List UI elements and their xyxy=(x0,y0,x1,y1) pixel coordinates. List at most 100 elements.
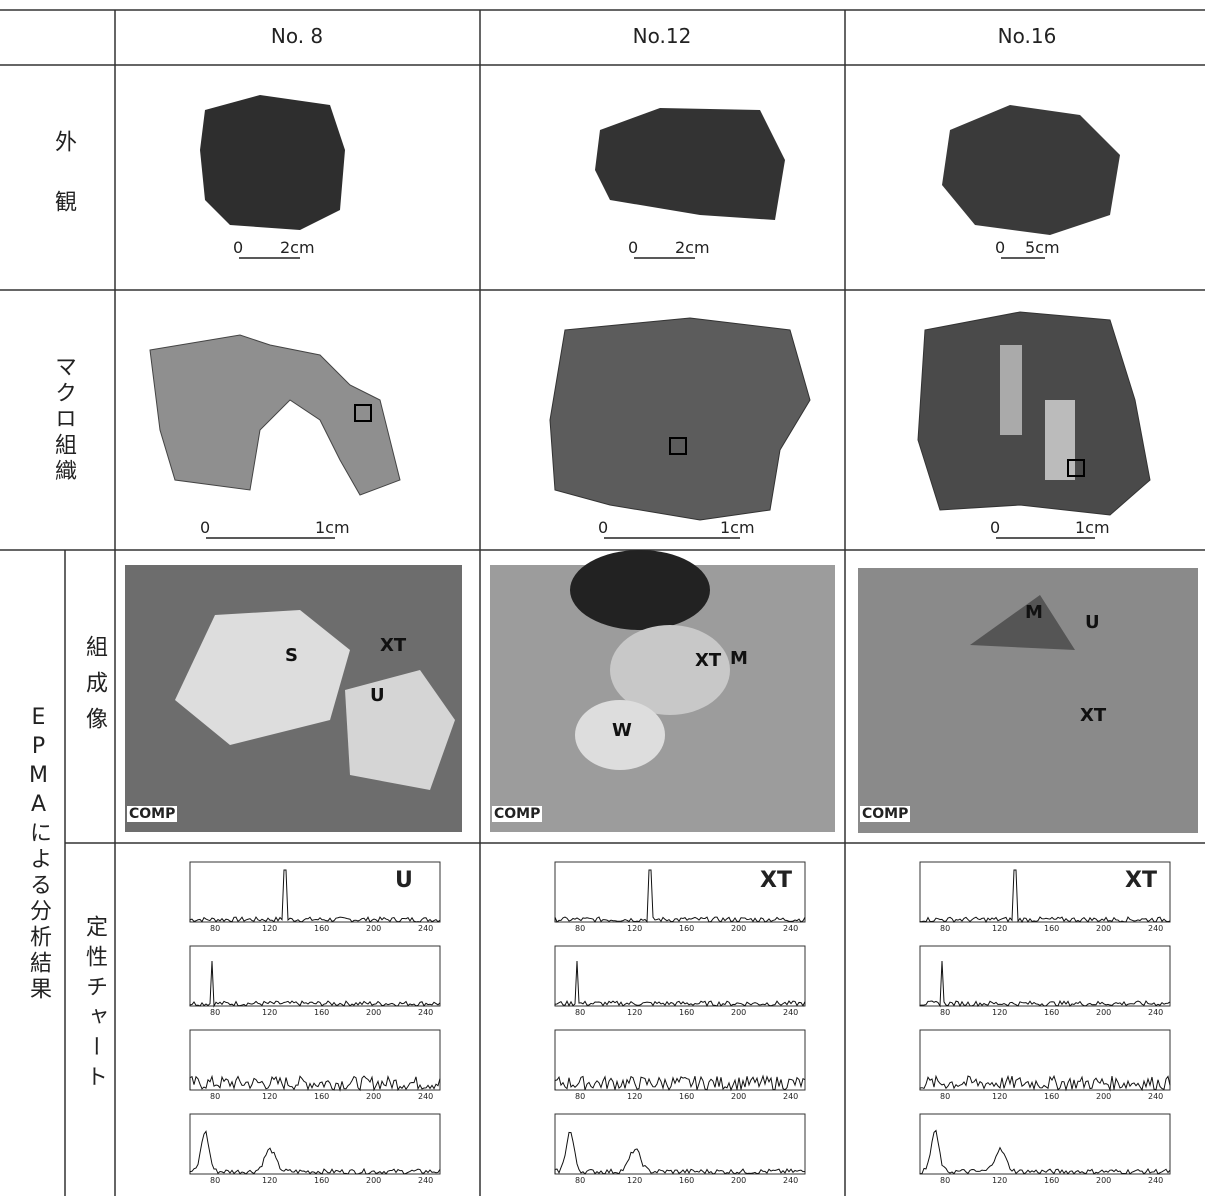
spectrum-tick: 200 xyxy=(366,924,382,933)
row-label: 定性チャート xyxy=(82,915,107,1095)
spectrum-frame xyxy=(554,945,806,1007)
phase-label: U xyxy=(370,685,385,706)
spectrum-tick: 240 xyxy=(418,1176,434,1185)
scale-zero: 0 xyxy=(990,518,1001,537)
spectrum-tick: 160 xyxy=(314,1176,330,1185)
spectrum-tick: 120 xyxy=(627,1176,643,1185)
spectrum-frame xyxy=(554,1113,806,1175)
row-label: EPMAによる分析結果 xyxy=(26,705,51,1003)
spectrum-tick: 80 xyxy=(940,1008,951,1017)
spectrum-tick: 80 xyxy=(940,1176,951,1185)
spectrum-trace xyxy=(554,1074,806,1092)
spectrum-tick: 120 xyxy=(627,1092,643,1101)
phase-label: XT xyxy=(1080,705,1107,726)
spectrum-trace xyxy=(919,1129,1171,1175)
spectrum-tick: 160 xyxy=(1044,1008,1060,1017)
scale-zero: 0 xyxy=(598,518,609,537)
spectrum-phase: U xyxy=(395,868,413,893)
spectrum-tick: 120 xyxy=(262,1092,278,1101)
scale-zero: 0 xyxy=(628,238,639,257)
image-footer: COMP xyxy=(127,806,178,822)
image-footer: COMP xyxy=(860,806,911,822)
spectrum-frame xyxy=(189,945,441,1007)
spectrum-phase: XT xyxy=(760,868,792,893)
scale-length: 2cm xyxy=(280,238,315,257)
spectrum-frame xyxy=(919,945,1171,1007)
specimen-image xyxy=(1045,400,1075,480)
scale-length: 5cm xyxy=(1025,238,1060,257)
spectrum-trace xyxy=(554,869,806,923)
spectrum-tick: 120 xyxy=(627,1008,643,1017)
spectrum-phase: XT xyxy=(1125,868,1157,893)
spectrum-tick: 240 xyxy=(783,1008,799,1017)
spectrum-tick: 80 xyxy=(210,1176,221,1185)
spectrum-tick: 80 xyxy=(210,924,221,933)
spectrum-tick: 80 xyxy=(575,1092,586,1101)
phase-label: U xyxy=(1085,612,1100,633)
specimen-image xyxy=(595,108,785,220)
spectrum-tick: 200 xyxy=(366,1008,382,1017)
spectrum-frame xyxy=(189,1113,441,1175)
spectrum-tick: 120 xyxy=(262,1176,278,1185)
spectrum-trace xyxy=(919,960,1171,1008)
spectrum-tick: 240 xyxy=(418,1092,434,1101)
spectrum-tick: 120 xyxy=(992,1176,1008,1185)
specimen-image xyxy=(917,311,1151,516)
spectrum-tick: 240 xyxy=(1148,1008,1164,1017)
spectrum-tick: 240 xyxy=(1148,1176,1164,1185)
spectrum-tick: 200 xyxy=(1096,1176,1112,1185)
specimen-image xyxy=(575,700,665,770)
column-header: No. 8 xyxy=(270,24,324,48)
spectrum-tick: 240 xyxy=(783,924,799,933)
row-label: 外観 xyxy=(51,130,76,250)
specimen-image xyxy=(549,317,811,521)
spectrum-tick: 120 xyxy=(262,924,278,933)
spectrum-tick: 160 xyxy=(679,1092,695,1101)
spectrum-tick: 120 xyxy=(992,1092,1008,1101)
spectrum-tick: 160 xyxy=(679,1008,695,1017)
specimen-image xyxy=(1000,345,1022,435)
phase-label: S xyxy=(285,645,298,666)
specimen-image xyxy=(942,105,1120,235)
spectrum-tick: 120 xyxy=(992,924,1008,933)
spectrum-tick: 80 xyxy=(210,1008,221,1017)
spectrum-tick: 200 xyxy=(731,1008,747,1017)
specimen-image xyxy=(200,95,345,230)
spectrum-trace xyxy=(554,960,806,1008)
spectrum-tick: 240 xyxy=(783,1092,799,1101)
spectrum-frame xyxy=(189,1029,441,1091)
specimen-image xyxy=(570,550,710,630)
phase-label: M xyxy=(730,648,748,669)
spectrum-tick: 160 xyxy=(1044,1176,1060,1185)
spectrum-tick: 240 xyxy=(1148,1092,1164,1101)
specimen-image xyxy=(970,595,1075,650)
spectrum-tick: 80 xyxy=(575,1176,586,1185)
specimen-image xyxy=(149,334,401,496)
scale-zero: 0 xyxy=(233,238,244,257)
spectrum-frame xyxy=(554,861,806,923)
scale-length: 1cm xyxy=(315,518,350,537)
phase-label: XT xyxy=(695,650,722,671)
column-header: No.16 xyxy=(997,24,1057,48)
spectrum-frame xyxy=(919,1029,1171,1091)
spectrum-tick: 160 xyxy=(314,924,330,933)
spectrum-tick: 80 xyxy=(575,924,586,933)
spectrum-tick: 160 xyxy=(679,924,695,933)
spectrum-tick: 160 xyxy=(1044,1092,1060,1101)
spectrum-frame xyxy=(189,861,441,923)
image-footer: COMP xyxy=(492,806,543,822)
phase-label: M xyxy=(1025,602,1043,623)
column-header: No.12 xyxy=(632,24,692,48)
spectrum-trace xyxy=(189,1130,441,1175)
spectrum-tick: 200 xyxy=(1096,1008,1112,1017)
scale-length: 2cm xyxy=(675,238,710,257)
spectrum-trace xyxy=(189,1074,441,1092)
spectrum-tick: 80 xyxy=(940,924,951,933)
specimen-image xyxy=(1067,459,1085,477)
specimen-image xyxy=(610,625,730,715)
row-label: 組成像 xyxy=(82,635,107,743)
spectrum-trace xyxy=(919,869,1171,924)
spectrum-tick: 200 xyxy=(731,924,747,933)
